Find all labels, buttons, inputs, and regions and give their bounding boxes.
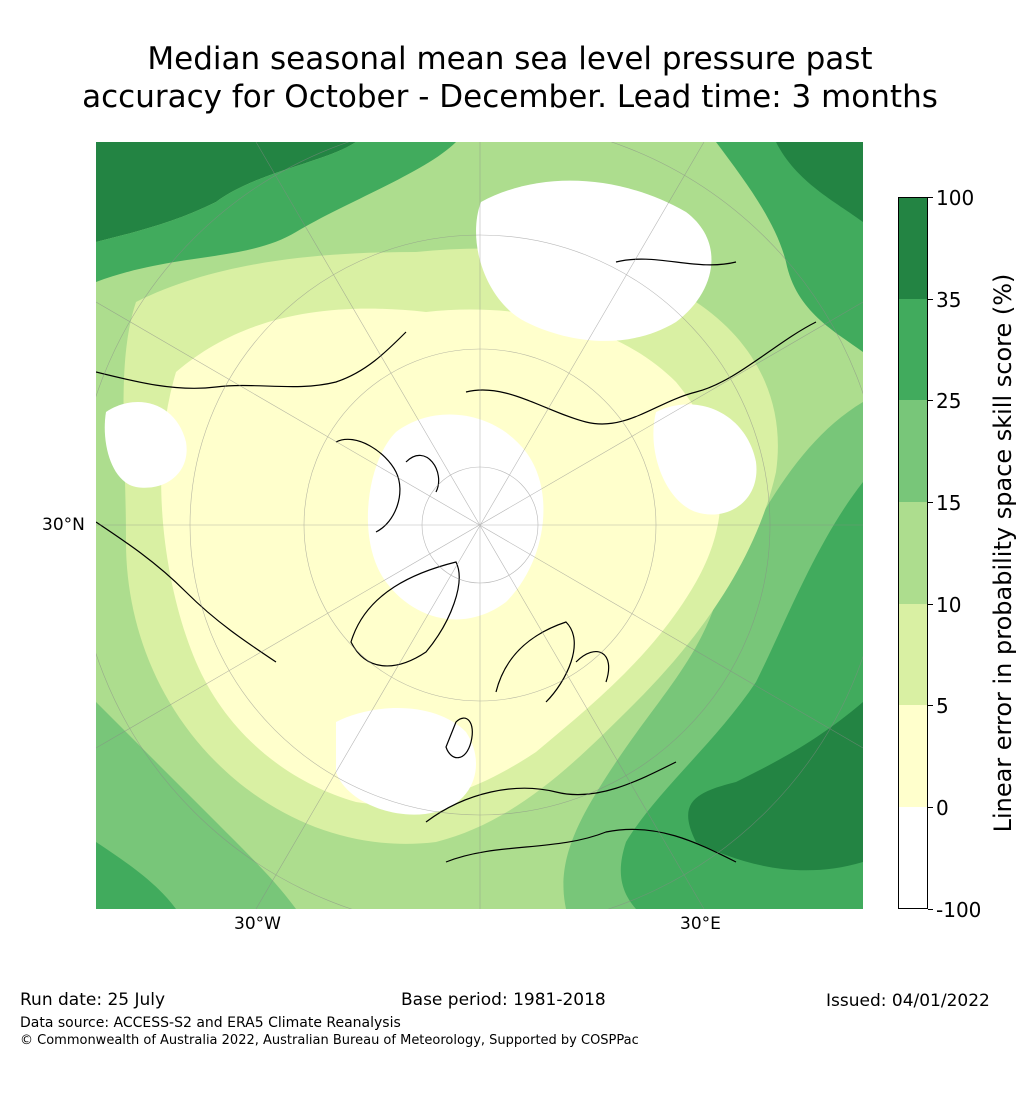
coastlines [96, 258, 817, 863]
data-source: Data source: ACCESS-S2 and ERA5 Climate … [20, 1015, 401, 1031]
issued-date: Issued: 04/01/2022 [826, 991, 990, 1011]
skill-region-neg-pole [367, 414, 544, 620]
lon-label-30w: 30°W [234, 914, 281, 934]
colorbar-band-10-15 [898, 502, 928, 604]
coastline-scandinavia [495, 621, 610, 703]
meridian-60e [96, 301, 863, 749]
lon-label-30e: 30°E [680, 914, 721, 934]
chart-title: Median seasonal mean sea level pressure … [0, 40, 1020, 116]
map-svg [96, 142, 863, 909]
coastline-canada [96, 331, 407, 663]
colorbar-tick-5: 5 [936, 694, 949, 718]
colorbar-tick-10: 10 [936, 593, 962, 617]
colorbar-tick-15: 15 [936, 491, 962, 515]
colorbar-outline [898, 197, 928, 909]
skill-region-35-ne [776, 142, 863, 222]
skill-region-25-sw [96, 842, 176, 909]
colorbar-title: Linear error in probability space skill … [989, 273, 1017, 833]
skill-region-neg-east [653, 404, 757, 515]
lat-label-30n: 30°N [42, 515, 85, 535]
colorbar-tickmark-5 [928, 705, 933, 706]
coastline-arctic-islands [335, 438, 440, 533]
colorbar-band-0-5 [898, 705, 928, 807]
coastline-europe [425, 761, 737, 863]
colorbar-tickmark-35 [928, 299, 933, 300]
colorbar-tickmark-10 [928, 604, 933, 605]
coastline-greenland [350, 561, 460, 667]
colorbar-band-5-10 [898, 604, 928, 705]
title-line-2: accuracy for October - December. Lead ti… [82, 79, 938, 115]
colorbar-tick-100: 100 [936, 186, 975, 210]
graticule [96, 142, 863, 909]
skill-region-neg-north [476, 180, 712, 341]
title-line-1: Median seasonal mean sea level pressure … [147, 41, 873, 77]
colorbar-tickmark-100 [928, 197, 933, 198]
copyright: © Commonwealth of Australia 2022, Austra… [20, 1033, 639, 1048]
colorbar-tickmark-25 [928, 400, 933, 401]
colorbar-tickmark-0 [928, 807, 933, 808]
colorbar-band-25-35 [898, 299, 928, 400]
colorbar-tick-0: 0 [936, 796, 949, 820]
colorbar [898, 197, 928, 909]
base-period: Base period: 1981-2018 [401, 990, 606, 1010]
skill-region-neg-atlantic [336, 708, 476, 815]
colorbar-band-15-25 [898, 400, 928, 502]
colorbar-tickmark-neg100 [928, 909, 933, 910]
run-date: Run date: 25 July [20, 990, 166, 1010]
colorbar-tick-neg100: -100 [936, 898, 982, 922]
skill-region-neg-west [104, 402, 187, 488]
coastline-britain [445, 717, 473, 759]
colorbar-tick-35: 35 [936, 288, 962, 312]
skill-region-35-se [688, 702, 863, 871]
coastline-russia [465, 258, 817, 425]
skill-region-25-nw [96, 142, 456, 282]
colorbar-tick-25: 25 [936, 389, 962, 413]
colorbar-band-35-100 [898, 197, 928, 299]
polar-map [96, 142, 863, 909]
colorbar-tickmark-15 [928, 502, 933, 503]
